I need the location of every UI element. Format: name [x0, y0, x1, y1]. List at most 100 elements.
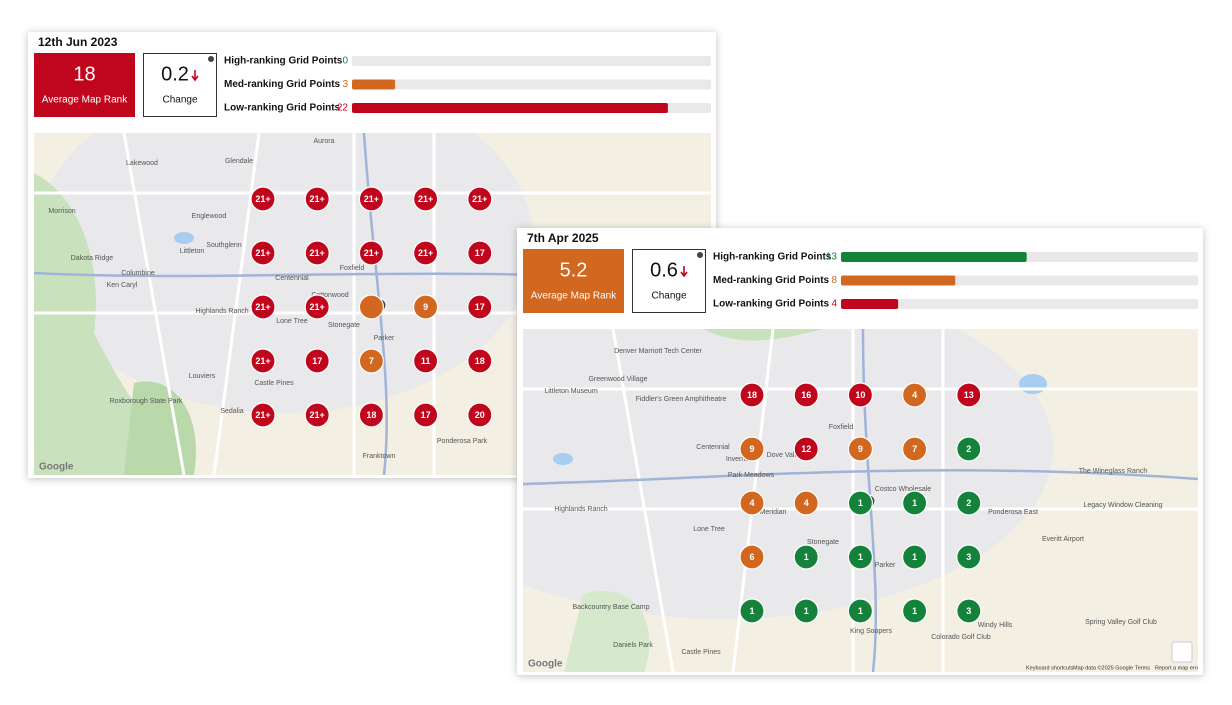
- fullscreen-button[interactable]: [1171, 641, 1193, 663]
- grid-point-rank: 1: [804, 606, 809, 616]
- map-place-label: Lone Tree: [276, 318, 308, 325]
- stat-label: Med-ranking Grid Points: [224, 79, 341, 90]
- stat-track: [352, 56, 711, 66]
- report-panel: 7th Apr 2025 5.2 Average Map Rank 0.6 Change…: [517, 228, 1203, 675]
- grid-point[interactable]: [739, 436, 765, 462]
- map-place-label: Greenwood Village: [588, 376, 647, 383]
- grid-point[interactable]: [358, 240, 384, 266]
- change-down-arrow: [680, 266, 688, 278]
- grid-point-rank: 21+: [255, 356, 270, 366]
- grid-point[interactable]: [847, 436, 873, 462]
- grid-point[interactable]: [847, 490, 873, 516]
- map-place-label: Daniels Park: [613, 642, 653, 649]
- stat-bar: [841, 299, 899, 309]
- lake: [553, 453, 573, 465]
- stat-label: High-ranking Grid Points: [713, 252, 832, 263]
- map-footer-link[interactable]: Terms: [1135, 665, 1150, 671]
- stat-count: 0: [342, 56, 348, 67]
- grid-point[interactable]: [739, 598, 765, 624]
- grid-point-rank: 1: [912, 552, 917, 562]
- info-icon[interactable]: [697, 252, 703, 258]
- grid-point[interactable]: [956, 598, 982, 624]
- grid-point[interactable]: [902, 436, 928, 462]
- map-place-label: Littleton: [180, 248, 205, 255]
- grid-point[interactable]: [304, 402, 330, 428]
- change-box: [143, 53, 217, 117]
- stat-track: [352, 79, 711, 90]
- grid-point[interactable]: [902, 490, 928, 516]
- report-date: 12th Jun 2023: [38, 35, 118, 49]
- grid-point[interactable]: [467, 348, 493, 374]
- grid-point[interactable]: [847, 598, 873, 624]
- lake: [1019, 374, 1047, 394]
- map-place-label: Foxfield: [340, 265, 365, 272]
- map-place-label: Colorado Golf Club: [931, 634, 991, 641]
- grid-point[interactable]: [413, 240, 439, 266]
- grid-point[interactable]: [250, 186, 276, 212]
- map-footer-link[interactable]: Report a map error: [1155, 665, 1202, 671]
- grid-point[interactable]: [413, 186, 439, 212]
- grid-point[interactable]: [793, 382, 819, 408]
- grid-point[interactable]: [793, 598, 819, 624]
- stat-label: Low-ranking Grid Points: [713, 299, 830, 310]
- map-place-label: Denver Marriott Tech Center: [614, 348, 702, 355]
- grid-point[interactable]: [847, 382, 873, 408]
- map-footer-link[interactable]: Map data ©2025 Google: [1073, 664, 1133, 671]
- grid-point[interactable]: [250, 294, 276, 320]
- grid-point[interactable]: [739, 490, 765, 516]
- park-area: [564, 590, 650, 672]
- grid-point-rank: 21+: [255, 248, 270, 258]
- grid-point[interactable]: [739, 382, 765, 408]
- grid-point[interactable]: [956, 436, 982, 462]
- grid-point[interactable]: [358, 402, 384, 428]
- grid-point[interactable]: [793, 544, 819, 570]
- map-place-label: Lakewood: [126, 160, 158, 167]
- grid-point-rank: 9: [858, 444, 863, 454]
- grid-point[interactable]: [956, 382, 982, 408]
- stat-label: Low-ranking Grid Points: [224, 103, 341, 114]
- grid-point[interactable]: [467, 402, 493, 428]
- grid-point-rank: 20: [475, 410, 485, 420]
- grid-point[interactable]: [793, 490, 819, 516]
- map-place-label: Backcountry Base Camp: [572, 604, 649, 611]
- grid-point[interactable]: [413, 294, 439, 320]
- grid-point[interactable]: [358, 348, 384, 374]
- grid-point[interactable]: [739, 544, 765, 570]
- grid-point[interactable]: [250, 240, 276, 266]
- grid-point[interactable]: [467, 240, 493, 266]
- grid-point[interactable]: [902, 382, 928, 408]
- grid-point[interactable]: [847, 544, 873, 570]
- grid-point[interactable]: [413, 348, 439, 374]
- grid-point[interactable]: [250, 348, 276, 374]
- grid-point[interactable]: [902, 598, 928, 624]
- grid-point-rank: 2: [966, 444, 971, 454]
- grid-point-rank: 18: [747, 390, 757, 400]
- map-footer-link[interactable]: Keyboard shortcuts: [1026, 665, 1074, 671]
- map-place-label: Windy Hills: [978, 622, 1013, 629]
- grid-point-rank: 1: [858, 552, 863, 562]
- grid-point[interactable]: [304, 186, 330, 212]
- grid-point[interactable]: [902, 544, 928, 570]
- info-icon[interactable]: [208, 56, 214, 62]
- map-place-label: Meridian: [760, 509, 787, 516]
- stat-bar: [841, 252, 1027, 262]
- grid-point-rank: 9: [423, 302, 428, 312]
- grid-point[interactable]: [956, 544, 982, 570]
- map: Denver Marriott Tech Center Greenwood Vil…: [523, 329, 1202, 672]
- grid-point[interactable]: [304, 348, 330, 374]
- grid-point[interactable]: [467, 294, 493, 320]
- grid-point[interactable]: [358, 186, 384, 212]
- grid-point[interactable]: [304, 240, 330, 266]
- grid-point[interactable]: [304, 294, 330, 320]
- grid-point[interactable]: [250, 402, 276, 428]
- map-place-label: Morrison: [48, 208, 75, 215]
- grid-point[interactable]: [413, 402, 439, 428]
- grid-point[interactable]: [358, 294, 384, 320]
- stat-count: 8: [831, 275, 837, 286]
- map-place-label: Dakota Ridge: [71, 255, 114, 262]
- grid-point[interactable]: [793, 436, 819, 462]
- google-logo: Google: [528, 659, 563, 670]
- grid-point[interactable]: [467, 186, 493, 212]
- grid-point[interactable]: [956, 490, 982, 516]
